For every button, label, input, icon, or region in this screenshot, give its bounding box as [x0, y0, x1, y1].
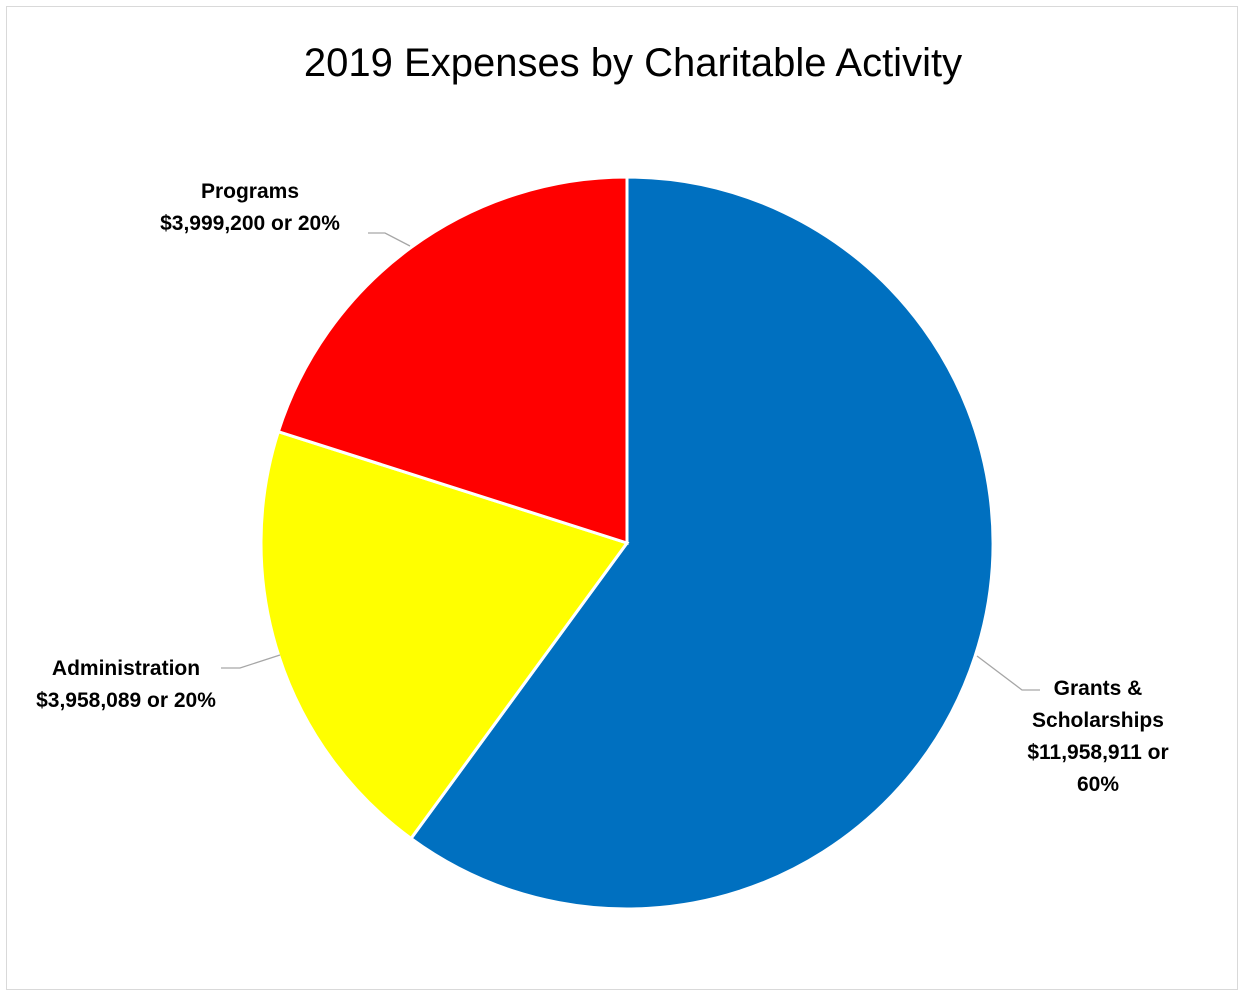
leader-line [976, 655, 1040, 691]
data-label-line: Scholarships [1032, 709, 1164, 732]
data-label-administration: Administration $3,958,089 or 20% [36, 657, 216, 712]
pie-slice-programs [276, 175, 629, 546]
pie-slice-administration [259, 429, 630, 841]
data-label-programs: Programs $3,999,200 or 20% [160, 180, 340, 235]
data-label-line: 60% [1077, 773, 1119, 796]
data-label-line: $3,999,200 or 20% [160, 212, 340, 235]
data-label-line: $3,958,089 or 20% [36, 689, 216, 712]
leader-line [221, 654, 281, 669]
chart-title: 2019 Expenses by Charitable Activity [304, 41, 962, 85]
pie-slices [259, 175, 995, 911]
data-label-line: Administration [52, 657, 200, 680]
pie-slice-grants-scholarships [408, 175, 995, 911]
data-label-line: Programs [201, 180, 299, 203]
leader-line [368, 232, 411, 247]
data-label-line: Grants & [1054, 677, 1143, 700]
data-label-line: $11,958,911 or [1027, 741, 1168, 764]
label-leaders [221, 232, 1040, 691]
data-label-grants-scholarships: Grants & Scholarships $11,958,911 or 60% [1027, 677, 1168, 796]
data-labels: Grants & Scholarships $11,958,911 or 60% Adm… [36, 180, 1169, 796]
